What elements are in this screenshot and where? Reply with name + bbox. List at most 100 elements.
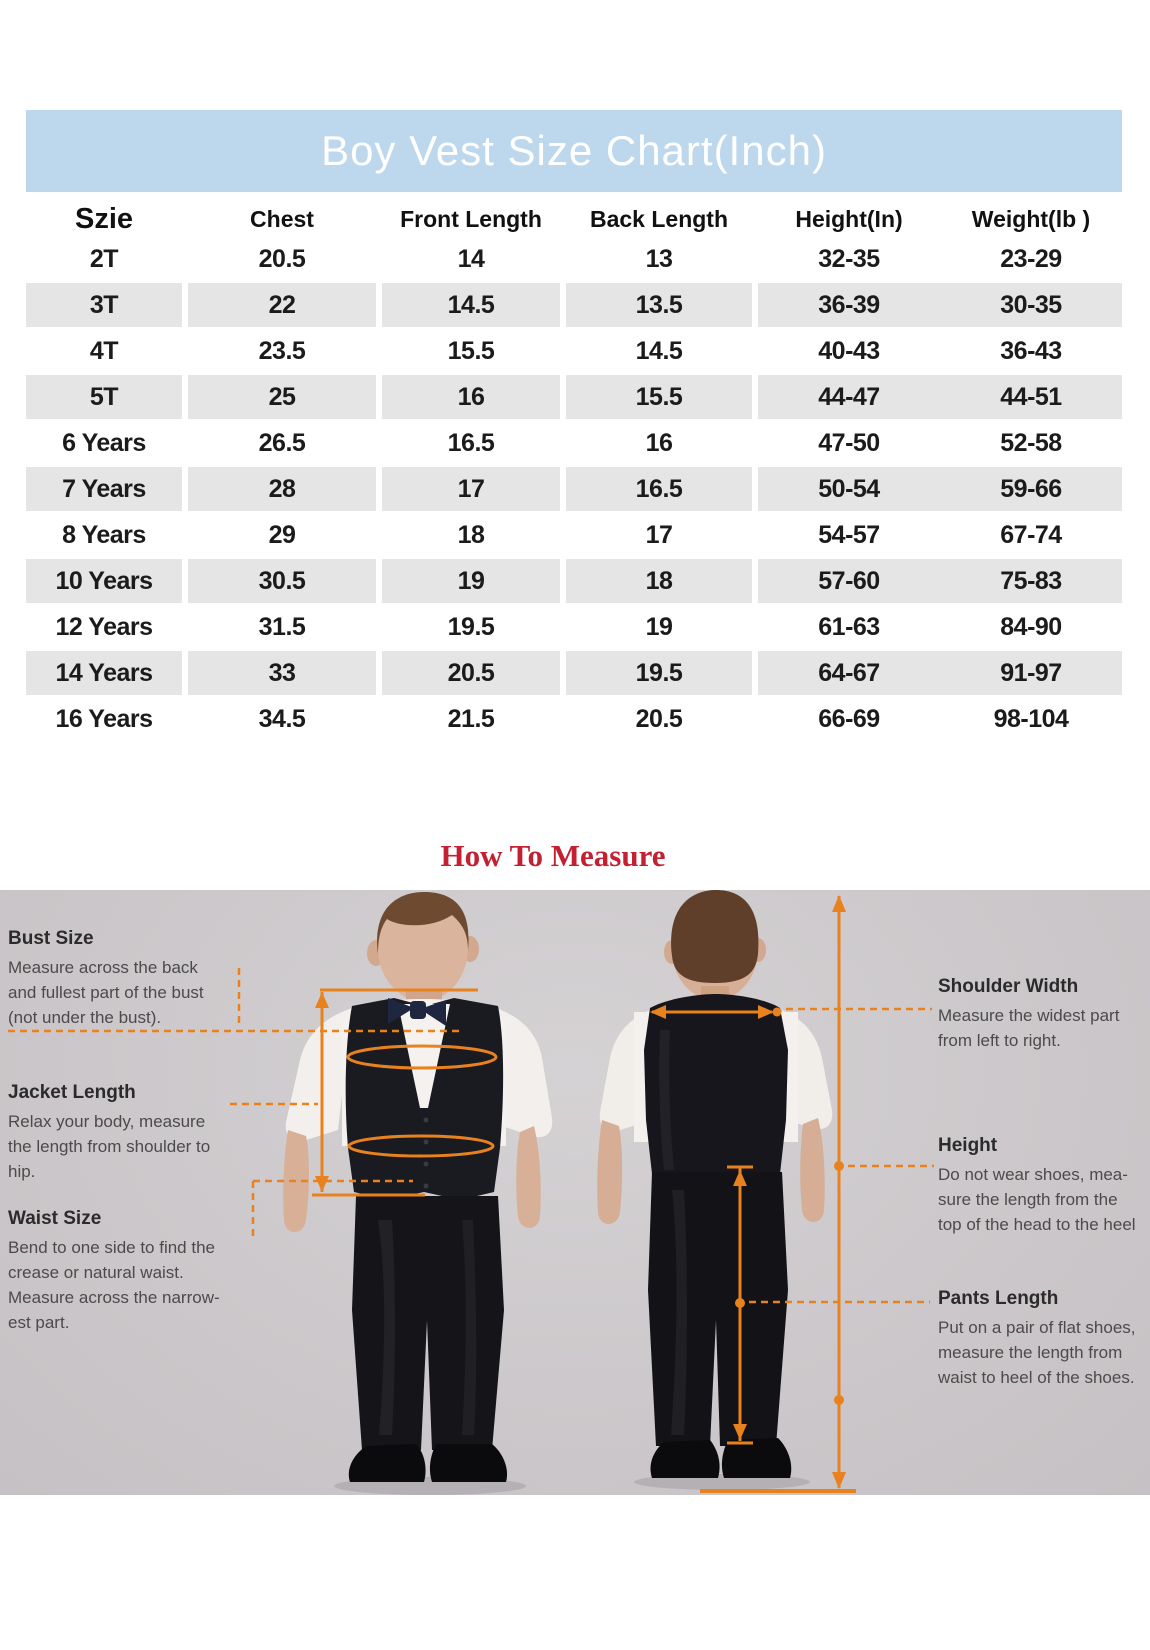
row-size-label: 6 Years (62, 428, 146, 457)
annotation-heading: Waist Size (8, 1208, 102, 1229)
table-cell: 36-39 (758, 283, 940, 327)
table-cell: 67-74 (1000, 520, 1062, 549)
table-cell: 19.5 (447, 612, 495, 641)
column-header-size: Szie (74, 202, 134, 235)
annotation-bust-size: Bust Size Measure across the back and full… (8, 926, 238, 1030)
table-row: 3T 22 14.5 13.5 36-39 30-35 (26, 282, 1122, 328)
column-header-height: Height(In) (795, 205, 903, 232)
table-cell: 61-63 (818, 612, 880, 641)
table-cell: 19.5 (566, 651, 752, 695)
table-cell: 17 (382, 467, 560, 511)
table-cell: 14.5 (382, 283, 560, 327)
table-cell: 14.5 (635, 336, 683, 365)
back-boy-figure (597, 890, 833, 1490)
table-cell: 25 (188, 375, 376, 419)
table-cell: 20.5 (382, 651, 560, 695)
column-header-weight: Weight(lb ) (971, 205, 1091, 232)
annotation-line: Put on a pair of flat shoes, (938, 1318, 1136, 1337)
row-size-label: 2T (89, 244, 119, 273)
row-size-label: 8 Years (62, 520, 146, 549)
annotation-line: crease or natural waist. (8, 1263, 184, 1282)
bow-tie (388, 998, 446, 1026)
size-chart-header: Boy Vest Size Chart(Inch) (26, 110, 1122, 192)
table-row: 12 Years 31.5 19.5 19 61-63 84-90 (26, 604, 1122, 650)
table-cell: 32-35 (818, 244, 880, 273)
annotation-line: waist to heel of the shoes. (938, 1368, 1135, 1387)
table-cell: 59-66 (940, 467, 1122, 511)
table-cell: 13 (645, 244, 673, 273)
table-cell: 14 (457, 244, 485, 273)
annotation-line: measure the length from (938, 1343, 1123, 1362)
row-size-label: 5T (26, 375, 182, 419)
table-cell: 21.5 (447, 704, 495, 733)
bust-line (8, 968, 498, 1070)
annotation-line: (not under the bust). (8, 1008, 162, 1027)
table-cell: 18 (566, 559, 752, 603)
column-header-chest: Chest (250, 205, 314, 232)
annotation-line: est part. (8, 1313, 70, 1332)
measure-diagram-section: Bust Size Measure across the back and full… (0, 890, 1150, 1495)
annotation-line: hip. (8, 1162, 36, 1181)
annotation-line: Measure across the narrow- (8, 1288, 220, 1307)
measure-diagram (8, 890, 934, 1495)
table-row: 2T 20.5 14 13 32-35 23-29 (26, 236, 1122, 282)
size-table-header: Szie Chest Front Length Back Length Heig… (26, 194, 1122, 244)
page-title: Boy Vest Size Chart(Inch) (321, 127, 827, 174)
table-cell: 16 (645, 428, 673, 457)
table-row: 7 Years 28 17 16.5 50-54 59-66 (26, 466, 1122, 512)
table-cell: 16.5 (566, 467, 752, 511)
annotation-heading: Height (938, 1135, 998, 1156)
row-size-label: 3T (26, 283, 182, 327)
table-cell: 84-90 (1000, 612, 1062, 641)
front-boy-figure (283, 892, 553, 1495)
table-cell: 98-104 (993, 704, 1069, 733)
height-line (832, 895, 934, 1489)
table-cell: 16 (382, 375, 560, 419)
table-cell: 15.5 (447, 336, 495, 365)
annotation-waist-size: Waist Size Bend to one side to find the cr… (8, 1206, 238, 1335)
annotation-line: Measure across the back (8, 958, 198, 977)
annotation-line: and fullest part of the bust (8, 983, 204, 1002)
table-cell: 29 (268, 520, 296, 549)
waist-ellipse (347, 1134, 495, 1158)
row-size-label: 10 Years (26, 559, 182, 603)
annotation-heading: Shoulder Width (938, 976, 1079, 997)
annotation-line: Do not wear shoes, mea- (938, 1165, 1128, 1184)
annotation-shoulder-width: Shoulder Width Measure the widest part fro… (938, 974, 1150, 1053)
table-cell: 28 (188, 467, 376, 511)
annotation-heading: Bust Size (8, 928, 94, 949)
table-cell: 23.5 (258, 336, 306, 365)
annotation-line: Bend to one side to find the (8, 1238, 215, 1257)
table-cell: 17 (645, 520, 673, 549)
row-size-label: 7 Years (26, 467, 182, 511)
annotation-heading: Pants Length (938, 1288, 1059, 1309)
table-cell: 40-43 (818, 336, 880, 365)
table-cell: 30.5 (188, 559, 376, 603)
pants-length-line (727, 1165, 930, 1445)
table-cell: 20.5 (635, 704, 683, 733)
table-cell: 15.5 (566, 375, 752, 419)
annotation-height: Height Do not wear shoes, mea-sure the le… (938, 1133, 1150, 1237)
table-cell: 30-35 (940, 283, 1122, 327)
table-row: 5T 25 16 15.5 44-47 44-51 (26, 374, 1122, 420)
table-cell: 23-29 (1000, 244, 1062, 273)
table-cell: 13.5 (566, 283, 752, 327)
table-cell: 36-43 (1000, 336, 1062, 365)
table-cell: 20.5 (258, 244, 306, 273)
table-cell: 66-69 (818, 704, 880, 733)
shoulder-width-line (650, 1005, 932, 1019)
table-cell: 64-67 (758, 651, 940, 695)
waist-line (251, 1134, 495, 1238)
size-table: 2T 20.5 14 13 32-35 23-29 3T 22 14.5 13.5 36-39 30-… (26, 236, 1122, 742)
annotation-line: top of the head to the heel (938, 1215, 1136, 1234)
table-cell: 16.5 (447, 428, 495, 457)
table-cell: 33 (188, 651, 376, 695)
annotation-line: the length from shoulder to (8, 1137, 211, 1156)
table-cell: 44-51 (940, 375, 1122, 419)
table-cell: 19 (382, 559, 560, 603)
row-size-label: 16 Years (55, 704, 153, 733)
column-header-back-length: Back Length (589, 205, 729, 232)
table-row: 6 Years 26.5 16.5 16 47-50 52-58 (26, 420, 1122, 466)
table-row: 4T 23.5 15.5 14.5 40-43 36-43 (26, 328, 1122, 374)
